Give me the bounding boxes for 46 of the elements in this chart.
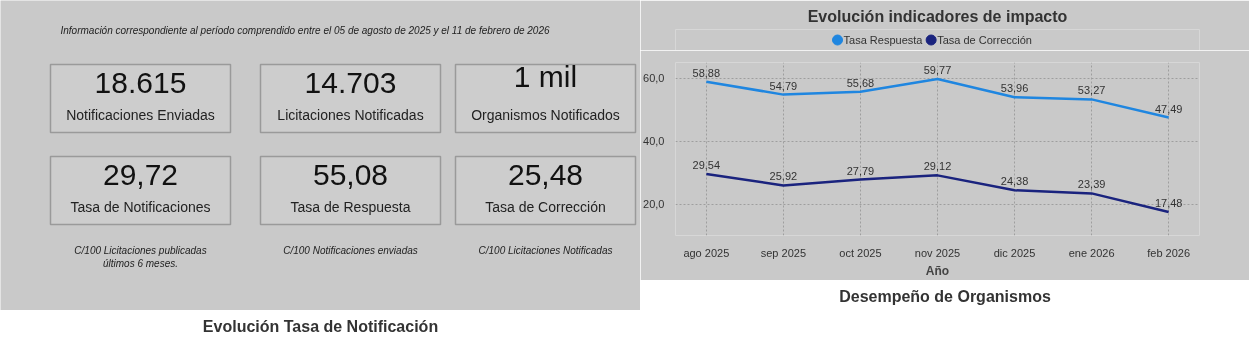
data-label: 53,96 [1000, 82, 1029, 95]
text: Tasa de Corrección [485, 198, 606, 215]
x-tick-label: feb 2026 [1147, 246, 1191, 259]
text: Desempeño de Organismos [839, 287, 1051, 305]
x-tick-label: ene 2026 [1068, 246, 1115, 259]
data-label: 54,79 [769, 79, 798, 92]
y-tick-label: 20,0 [643, 198, 665, 211]
x-tick-label: dic 2025 [993, 246, 1036, 259]
text: 29,72 [102, 157, 179, 191]
text: C/100 Notificaciones enviadas [283, 244, 418, 256]
data-label: 55,68 [846, 76, 875, 89]
data-label: 23,39 [1077, 178, 1106, 191]
x-axis-title: Año [925, 263, 950, 278]
data-label: 47,49 [1154, 102, 1183, 115]
data-label: 25,92 [769, 170, 798, 183]
x-tick-label: ago 2025 [683, 246, 730, 259]
text: Tasa de Notificaciones [70, 198, 211, 215]
text: C/100 Licitaciones publicadas últimos 6 meses. [74, 244, 207, 269]
text: Evolución Tasa de Notificación [202, 317, 439, 335]
legend-label: Tasa de Corrección [937, 34, 1032, 46]
text: 25,48 [507, 157, 584, 191]
text: C/100 Licitaciones Notificadas [478, 244, 613, 256]
legend-label: Tasa Respuesta [843, 34, 924, 46]
text: Información correspondiente al período comprendido entre el 05 de agosto de 2025 y el 11 de febrero de 2026 [60, 25, 550, 36]
data-label: 27,79 [846, 164, 875, 177]
x-tick-label: oct 2025 [839, 246, 882, 259]
data-label: 17,48 [1154, 196, 1183, 209]
text: 55,08 [312, 157, 389, 191]
chart-title: Evolución indicadores de impacto [807, 7, 1068, 25]
text: Tasa de Respuesta [290, 198, 411, 215]
text: Licitaciones Notificadas [277, 106, 424, 123]
data-label: 29,54 [692, 159, 721, 172]
data-label: 59,77 [923, 63, 952, 76]
text: 1 mil [513, 59, 578, 93]
x-tick-label: nov 2025 [914, 246, 961, 259]
x-tick-label: sep 2025 [760, 246, 807, 259]
y-tick-label: 40,0 [643, 135, 665, 148]
text: 18.615 [94, 65, 187, 99]
text: Notificaciones Enviadas [66, 106, 215, 123]
data-label: 53,27 [1077, 84, 1106, 97]
text: 14.703 [304, 65, 397, 99]
data-label: 29,12 [923, 160, 952, 173]
data-label: 58,88 [692, 66, 721, 79]
text: Organismos Notificados [471, 106, 620, 123]
data-label: 24,38 [1000, 175, 1029, 188]
y-tick-label: 60,0 [643, 72, 665, 85]
